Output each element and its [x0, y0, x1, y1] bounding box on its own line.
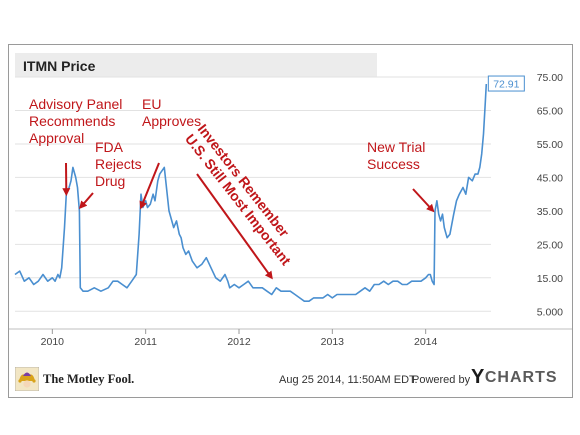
- x-tick-label: 2012: [227, 336, 251, 348]
- annotation-line: Rejects: [95, 156, 142, 172]
- y-tick-label: 15.00: [537, 273, 563, 285]
- annotation-line: Advisory Panel: [29, 96, 122, 112]
- last-value-box: [487, 75, 525, 92]
- annotation-line: Success: [367, 156, 420, 172]
- x-tick-label: 2010: [41, 336, 65, 348]
- annotation-line: Investors Remember: [195, 121, 293, 240]
- ycharts-logo[interactable]: Y CHARTS: [471, 366, 558, 389]
- annotation-arrow: [196, 173, 273, 280]
- footer: The Motley Fool. Aug 25 2014, 11:50AM ED…: [9, 356, 571, 396]
- annotation-line: Approval: [29, 130, 84, 146]
- annotation-arrow: [412, 188, 435, 213]
- annotation-line: Recommends: [29, 113, 115, 129]
- ycharts-y: Y: [471, 366, 485, 388]
- y-tick-label: 75.00: [537, 72, 563, 84]
- title-bar: [15, 53, 377, 77]
- timestamp: Aug 25 2014, 11:50AM EDT.: [279, 374, 418, 386]
- powered-by-text: Powered by: [412, 374, 471, 386]
- x-tick-label: 2014: [414, 336, 438, 348]
- series-line: [14, 83, 488, 303]
- annotation-line: Approves: [142, 113, 201, 129]
- x-tick-label: 2013: [321, 336, 345, 348]
- annotation-line: U.S. Still Most Important: [182, 131, 294, 269]
- annotation-arrow: [79, 192, 94, 210]
- ycharts-wordmark: CHARTS: [484, 368, 558, 386]
- jester-icon: [15, 367, 39, 391]
- y-tick-label: 25.00: [537, 239, 563, 251]
- annotation-line: FDA: [95, 139, 124, 155]
- motley-fool-logo: The Motley Fool.: [15, 366, 134, 392]
- x-tick-label: 2011: [134, 336, 157, 348]
- y-tick-label: 35.00: [537, 206, 563, 218]
- annotation-line: EU: [142, 96, 161, 112]
- y-tick-label: 65.00: [537, 106, 563, 118]
- chart-frame: ITMN Price 5.000 15.00 25.00 35.00 45.00 55.0…: [8, 44, 573, 398]
- annotation-arrow: [139, 162, 160, 210]
- annotation-line: New Trial: [367, 139, 425, 155]
- annotation-line: Drug: [95, 173, 125, 189]
- y-tick-label: 55.00: [537, 139, 563, 151]
- last-value-label: 72.91: [493, 79, 519, 91]
- brand-name: The Motley Fool.: [43, 371, 135, 386]
- y-tick-label: 5.000: [537, 306, 563, 318]
- chart: ITMN Price 5.000 15.00 25.00 35.00 45.00 55.0…: [9, 53, 572, 348]
- y-tick-label: 45.00: [537, 172, 563, 184]
- chart-title: ITMN Price: [23, 58, 96, 74]
